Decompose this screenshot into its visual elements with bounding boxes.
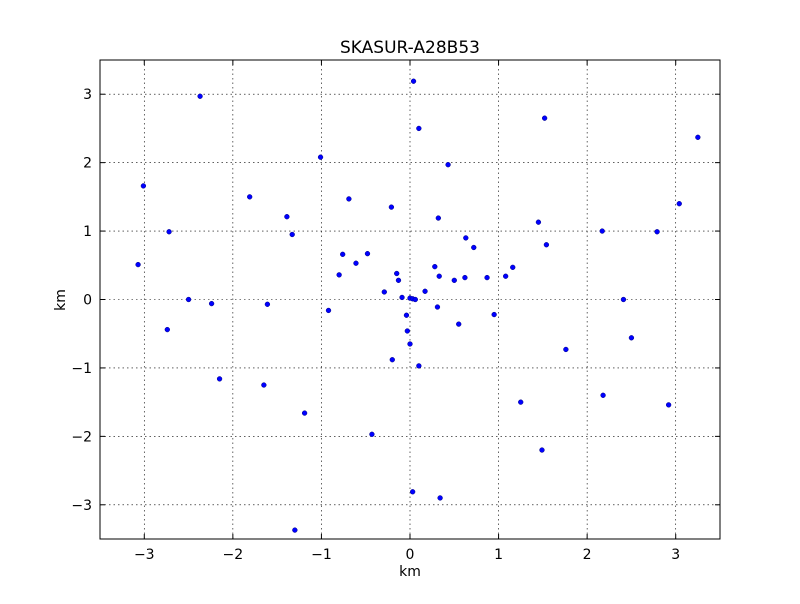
data-point — [563, 346, 569, 353]
x-tick-label: −2 — [223, 547, 244, 563]
y-axis-label: km — [53, 289, 69, 311]
data-point — [434, 304, 441, 310]
data-point — [510, 264, 516, 270]
data-points — [135, 78, 701, 533]
data-point — [451, 277, 457, 283]
data-point — [600, 392, 606, 398]
data-point — [389, 357, 395, 363]
data-point — [445, 162, 451, 168]
data-point — [208, 300, 215, 307]
data-point — [416, 363, 422, 369]
data-point — [340, 251, 346, 257]
data-point — [399, 294, 405, 301]
data-point — [301, 410, 308, 416]
data-point — [216, 376, 223, 382]
data-point — [437, 495, 443, 501]
data-point — [369, 431, 375, 437]
data-point — [404, 328, 410, 334]
data-point — [518, 399, 524, 405]
data-point — [462, 274, 468, 281]
data-point — [471, 244, 477, 251]
data-point — [628, 335, 635, 341]
data-point — [422, 288, 428, 294]
data-point — [284, 214, 290, 220]
x-tick-label: 2 — [583, 547, 592, 563]
data-point — [135, 261, 141, 268]
y-tick-label: 2 — [83, 156, 92, 172]
y-tick-label: −1 — [71, 361, 92, 377]
x-tick-label: −1 — [311, 547, 332, 563]
data-point — [410, 489, 416, 495]
data-point — [140, 183, 147, 189]
data-point — [388, 204, 395, 210]
y-tick-label: 1 — [83, 224, 92, 240]
data-point — [491, 311, 497, 318]
data-point — [410, 78, 417, 84]
x-axis-label: km — [399, 564, 421, 580]
data-point — [463, 235, 469, 241]
axis-ticks: −3 −2 −1 0 1 2 3 −3 −2 −1 0 1 2 3 — [71, 60, 720, 563]
data-point — [403, 312, 410, 318]
data-point — [264, 301, 271, 307]
data-point — [261, 382, 267, 388]
data-point — [541, 115, 548, 121]
data-point — [436, 273, 442, 279]
data-point — [185, 296, 192, 303]
data-point — [289, 231, 295, 238]
data-point — [412, 296, 418, 303]
data-point — [676, 201, 682, 207]
data-point — [381, 289, 387, 295]
data-point — [166, 229, 172, 235]
data-point — [539, 447, 545, 453]
data-point — [543, 242, 550, 248]
data-point — [164, 326, 170, 333]
y-tick-label: 0 — [83, 293, 92, 309]
data-point — [395, 277, 402, 283]
data-point — [503, 273, 509, 279]
x-tick-label: 3 — [671, 547, 680, 563]
data-point — [435, 215, 441, 221]
data-point — [292, 527, 298, 533]
x-tick-label: −3 — [134, 547, 155, 563]
data-point — [394, 270, 400, 277]
data-point — [654, 229, 660, 235]
data-point — [353, 260, 359, 266]
data-point — [416, 125, 422, 132]
data-point — [317, 154, 324, 160]
data-point — [695, 134, 701, 140]
y-tick-label: −3 — [71, 498, 92, 514]
data-point — [325, 307, 332, 314]
data-point — [665, 402, 672, 408]
data-point — [535, 219, 542, 225]
chart-title: SKASUR-A28B53 — [340, 38, 480, 58]
y-tick-label: 3 — [83, 87, 92, 103]
data-point — [484, 274, 490, 281]
x-tick-label: 1 — [494, 547, 503, 563]
x-tick-label: 0 — [406, 547, 415, 563]
data-point — [336, 272, 342, 278]
data-point — [407, 341, 413, 347]
data-point — [432, 264, 438, 270]
data-point — [364, 251, 371, 257]
data-point — [346, 196, 352, 202]
y-tick-label: −2 — [71, 429, 92, 445]
data-point — [599, 228, 605, 234]
data-point — [456, 321, 462, 327]
data-point — [620, 296, 627, 303]
data-point — [247, 194, 253, 200]
data-point — [197, 93, 203, 99]
